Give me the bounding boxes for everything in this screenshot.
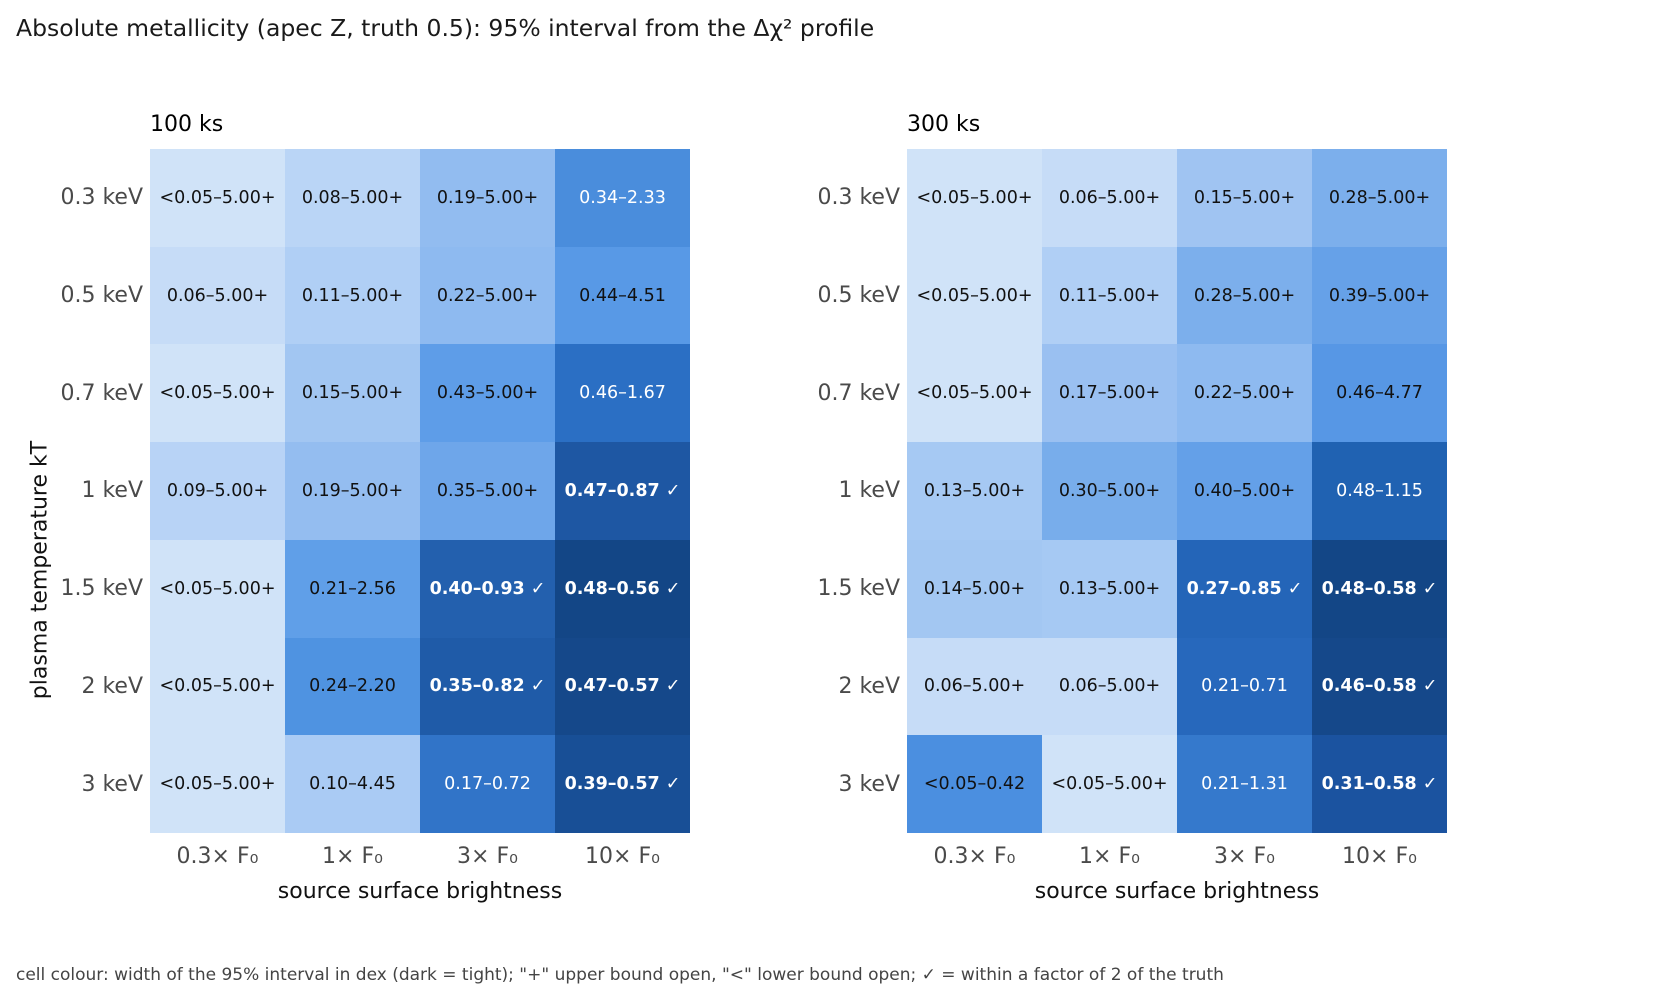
figure-caption: cell colour: width of the 95% interval i… — [16, 965, 1224, 985]
y-tick-label: 3 keV — [838, 771, 900, 797]
y-tick-label: 2 keV — [838, 673, 900, 699]
x-tick-label: 1× F₀ — [322, 843, 383, 869]
y-tick-label: 3 keV — [81, 771, 143, 797]
heatmap-cell: 0.21–1.31 — [1177, 735, 1312, 833]
heatmap-cell: 0.22–5.00+ — [420, 246, 555, 345]
heatmap-cell: <0.05–0.42 — [907, 735, 1042, 833]
heatmap-cell: 0.28–5.00+ — [1312, 149, 1447, 247]
y-tick-label: 0.3 keV — [60, 185, 143, 211]
heatmap-cell: 0.19–5.00+ — [285, 442, 420, 540]
x-tick-label: 0.3× F₀ — [933, 843, 1016, 869]
heatmap-cell: 0.15–5.00+ — [1177, 149, 1312, 247]
x-tick-label: 3× F₀ — [457, 843, 518, 869]
panel-title: 300 ks — [907, 112, 981, 137]
y-tick-label: 0.3 keV — [817, 185, 900, 211]
x-tick-label: 10× F₀ — [585, 843, 660, 869]
heatmap-cell: 0.08–5.00+ — [285, 149, 420, 247]
heatmap-cell: 0.06–5.00+ — [150, 246, 285, 345]
panel-title: 100 ks — [150, 112, 224, 137]
heatmap-cell: <0.05–5.00+ — [150, 735, 285, 833]
heatmap-cell: <0.05–5.00+ — [907, 246, 1042, 345]
heatmap-cell: 0.30–5.00+ — [1042, 442, 1177, 540]
heatmap-cell: <0.05–5.00+ — [150, 149, 285, 247]
y-tick-labels: 0.3 keV 0.5 keV 0.7 keV 1 keV 1.5 keV 2 keV 3 … — [800, 149, 900, 833]
heatmap-grid: <0.05–5.00+ 0.08–5.00+ 0.19–5.00+ 0.34–2.33… — [150, 149, 690, 833]
heatmap-cell: 0.06–5.00+ — [1042, 149, 1177, 247]
heatmap-cell: 0.46–4.77 — [1312, 344, 1447, 443]
heatmap-cell: 0.35–5.00+ — [420, 442, 555, 540]
x-tick-label: 1× F₀ — [1079, 843, 1140, 869]
y-tick-label: 2 keV — [81, 673, 143, 699]
heatmap-cell: 0.43–5.00+ — [420, 344, 555, 443]
heatmap-cell: 0.48–0.56 ✓ — [555, 539, 690, 638]
y-tick-labels: 0.3 keV 0.5 keV 0.7 keV 1 keV 1.5 keV 2 keV 3 … — [43, 149, 143, 833]
heatmap-cell: 0.46–1.67 — [555, 344, 690, 443]
heatmap-cell: 0.24–2.20 — [285, 637, 420, 736]
heatmap-cell: 0.09–5.00+ — [150, 442, 285, 540]
heatmap-cell: <0.05–5.00+ — [150, 637, 285, 736]
heatmap-cell: 0.13–5.00+ — [1042, 539, 1177, 638]
heatmap-cell: 0.11–5.00+ — [1042, 246, 1177, 345]
heatmap-cell: <0.05–5.00+ — [1042, 735, 1177, 833]
heatmap-cell: 0.17–0.72 — [420, 735, 555, 833]
x-tick-labels: 0.3× F₀ 1× F₀ 3× F₀ 10× F₀ — [150, 839, 690, 873]
x-axis-title: source surface brightness — [1034, 879, 1320, 904]
heatmap-cell: 0.39–5.00+ — [1312, 246, 1447, 345]
heatmap-cell: 0.48–0.58 ✓ — [1312, 539, 1447, 638]
x-tick-label: 3× F₀ — [1214, 843, 1275, 869]
heatmap-cell: 0.15–5.00+ — [285, 344, 420, 443]
y-tick-label: 0.5 keV — [60, 283, 143, 309]
heatmap-cell: 0.19–5.00+ — [420, 149, 555, 247]
heatmap-cell: <0.05–5.00+ — [907, 149, 1042, 247]
heatmap-panel-100ks: 100 ks 0.3 keV 0.5 keV 0.7 keV 1 keV 1.5 keV… — [0, 112, 700, 942]
heatmap-cell: 0.28–5.00+ — [1177, 246, 1312, 345]
heatmap-cell: 0.21–0.71 — [1177, 637, 1312, 736]
heatmap-grid: <0.05–5.00+ 0.06–5.00+ 0.15–5.00+ 0.28–5.00… — [907, 149, 1447, 833]
heatmap-cell: 0.13–5.00+ — [907, 442, 1042, 540]
heatmap-cell: 0.06–5.00+ — [1042, 637, 1177, 736]
heatmap-cell: 0.21–2.56 — [285, 539, 420, 638]
heatmap-cell: 0.44–4.51 — [555, 246, 690, 345]
y-tick-label: 0.7 keV — [60, 380, 143, 406]
y-tick-label: 0.7 keV — [817, 380, 900, 406]
x-tick-label: 10× F₀ — [1342, 843, 1417, 869]
x-axis-title: source surface brightness — [277, 879, 563, 904]
heatmap-cell: 0.47–0.87 ✓ — [555, 442, 690, 540]
heatmap-cell: 0.10–4.45 — [285, 735, 420, 833]
heatmap-cell: 0.35–0.82 ✓ — [420, 637, 555, 736]
heatmap-cell: 0.22–5.00+ — [1177, 344, 1312, 443]
y-tick-label: 1 keV — [81, 478, 143, 504]
y-tick-label: 0.5 keV — [817, 283, 900, 309]
heatmap-cell: <0.05–5.00+ — [150, 539, 285, 638]
heatmap-cell: 0.34–2.33 — [555, 149, 690, 247]
y-tick-label: 1 keV — [838, 478, 900, 504]
heatmap-cell: 0.11–5.00+ — [285, 246, 420, 345]
figure-title: Absolute metallicity (apec Z, truth 0.5)… — [16, 14, 875, 42]
y-axis-title: plasma temperature kT — [27, 440, 53, 700]
heatmap-cell: 0.39–0.57 ✓ — [555, 735, 690, 833]
heatmap-cell: <0.05–5.00+ — [150, 344, 285, 443]
heatmap-cell: 0.27–0.85 ✓ — [1177, 539, 1312, 638]
heatmap-panel-300ks: 300 ks 0.3 keV 0.5 keV 0.7 keV 1 keV 1.5 keV… — [757, 112, 1457, 942]
heatmap-cell: 0.17–5.00+ — [1042, 344, 1177, 443]
x-tick-labels: 0.3× F₀ 1× F₀ 3× F₀ 10× F₀ — [907, 839, 1447, 873]
heatmap-cell: 0.40–5.00+ — [1177, 442, 1312, 540]
heatmap-cell: 0.48–1.15 — [1312, 442, 1447, 540]
heatmap-cell: 0.40–0.93 ✓ — [420, 539, 555, 638]
heatmap-cell: 0.31–0.58 ✓ — [1312, 735, 1447, 833]
heatmap-cell: 0.46–0.58 ✓ — [1312, 637, 1447, 736]
heatmap-cell: 0.47–0.57 ✓ — [555, 637, 690, 736]
y-tick-label: 1.5 keV — [817, 576, 900, 602]
heatmap-cell: 0.14–5.00+ — [907, 539, 1042, 638]
y-tick-label: 1.5 keV — [60, 576, 143, 602]
x-tick-label: 0.3× F₀ — [176, 843, 259, 869]
heatmap-cell: 0.06–5.00+ — [907, 637, 1042, 736]
heatmap-cell: <0.05–5.00+ — [907, 344, 1042, 443]
